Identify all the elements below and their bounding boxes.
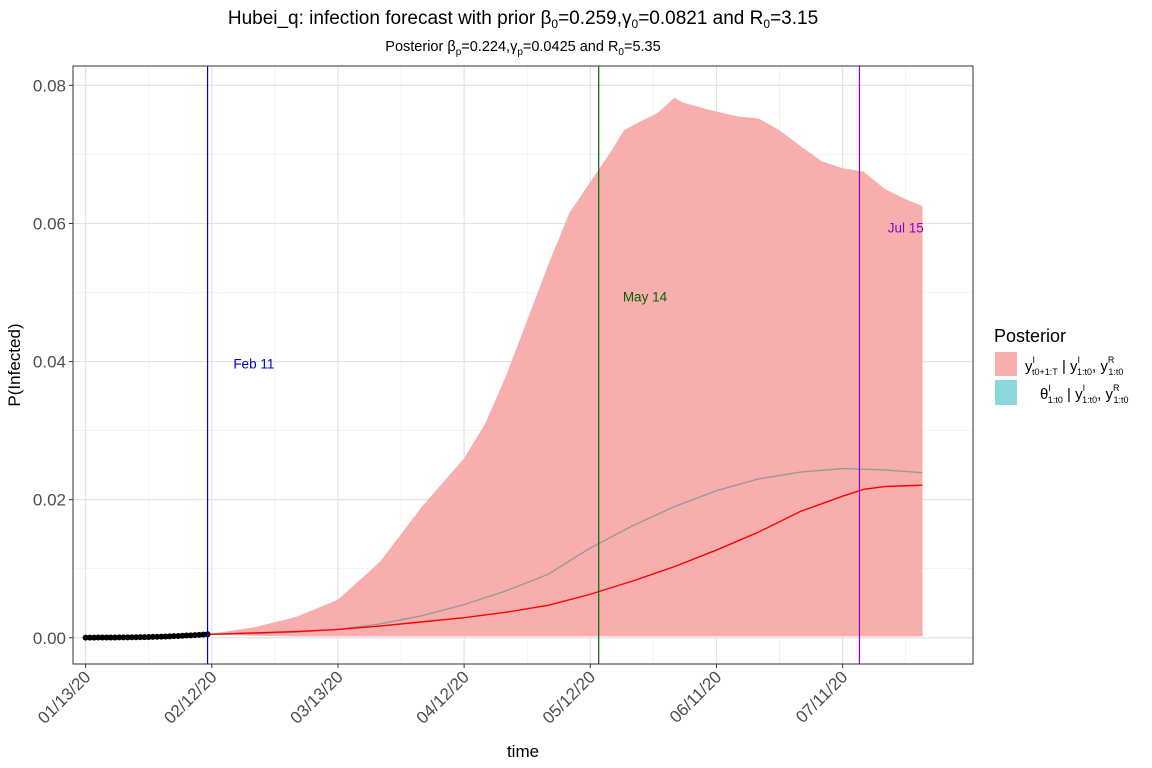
x-tick-label: 05/12/20 [539,667,599,727]
vline-label: May 14 [623,289,668,304]
observed-point [162,633,169,640]
legend-key-latent [995,380,1017,405]
y-tick-label: 0.00 [33,629,66,648]
observed-point [154,633,161,640]
observed-point [107,634,114,641]
observed-point [120,634,127,641]
observed-point [149,633,156,640]
x-tick-label: 04/12/20 [413,667,473,727]
plot-panel: Feb 11 May 14 Jul 15 [72,65,974,665]
lines-layer [207,467,923,636]
y-tick-label: 0.08 [33,76,66,95]
x-tick-label: 06/11/20 [666,667,725,726]
y-axis: 0.00 0.02 0.04 0.06 0.08 [33,76,73,648]
observed-point [141,634,148,641]
observed-point [133,634,140,641]
observed-point [158,633,165,640]
legend: Posterior yI t0+1:T | yI 1:t0, yR 1:t0 θI 1:… [994,326,1129,405]
observed-point [145,634,152,641]
legend-key-forecast [995,352,1017,376]
observed-point [82,634,89,641]
x-axis: 01/13/20 02/12/20 03/13/20 04/12/20 05/12/20… [34,664,851,728]
band-layer [207,97,923,637]
x-tick-label: 07/11/20 [792,667,851,726]
points-layer [82,631,211,641]
observed-point [112,634,119,641]
observed-point [128,634,135,641]
x-axis-label: time [507,742,539,761]
observed-point [95,634,102,641]
x-tick-label: 03/13/20 [287,667,347,727]
legend-label-latent: θI 1:t0 | yI 1:t0, yR 1:t0 [1040,383,1129,405]
legend-title: Posterior [994,326,1066,346]
panel-border [72,65,974,665]
observed-point [124,634,131,641]
vline-label: Jul 15 [888,220,924,235]
observed-point [103,634,110,641]
x-tick-label: 01/13/20 [34,667,94,727]
forecast-band [207,97,923,637]
observed-point [116,634,123,641]
chart-subtitle: Posterior βp=0.224,γp=0.0425 and R0=5.35 [385,39,660,58]
vline-layer: Feb 11 May 14 Jul 15 [206,66,924,664]
legend-label-forecast: yI t0+1:T | yI 1:t0, yR 1:t0 [1025,355,1123,377]
observed-point [137,634,144,641]
observed-point [99,634,106,641]
x-tick-label: 02/12/20 [160,667,220,727]
observed-point [91,634,98,641]
vline-label: Feb 11 [233,356,274,371]
chart-title: Hubei_q: infection forecast with prior β… [228,8,818,31]
y-tick-label: 0.04 [33,353,66,372]
y-axis-label: P(Infected) [5,323,24,406]
y-tick-label: 0.06 [33,214,66,233]
y-tick-label: 0.02 [33,491,66,510]
posterior-median-line [207,484,923,636]
observed-point [86,634,93,641]
